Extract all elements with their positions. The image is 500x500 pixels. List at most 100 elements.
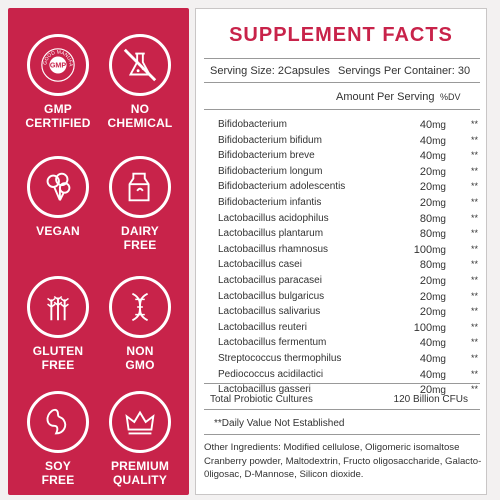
amount-value: 100 (413, 243, 433, 256)
divider (204, 409, 480, 410)
badge-label: FREE (123, 238, 157, 252)
ingredient-name: Lactobacillus rhamnosus (218, 243, 329, 255)
ingredient-amount: 40mg (420, 353, 446, 365)
badge-no-chemical: NO CHEMICAL (100, 34, 180, 130)
amount-value: 20 (419, 181, 433, 194)
ingredient-row: Bifidobacterium breve 40mg ** (218, 150, 478, 166)
amount-unit: mg (432, 120, 446, 131)
badge-premium-quality: PREMIUM QUALITY (100, 391, 180, 487)
amount-value: 40 (419, 119, 433, 131)
amount-unit: mg (432, 307, 446, 319)
badge-soy-free: SOY FREE (18, 391, 98, 487)
amount-value: 20 (419, 290, 433, 303)
amount-value: 80 (419, 212, 433, 225)
ingredient-amount: 100mg (414, 244, 446, 256)
ingredient-name: Lactobacillus casei (218, 259, 302, 271)
total-cultures-row: Total Probiotic Cultures 120 Billion CFU… (210, 394, 482, 405)
ingredient-row: Bifidobacterium longum 20mg ** (218, 166, 478, 182)
ingredient-dv: ** (470, 337, 478, 348)
ingredient-name: Lactobacillus fermentum (218, 337, 327, 349)
amount-unit: mg (432, 182, 446, 194)
amount-unit: mg (432, 385, 446, 397)
ingredient-dv: ** (470, 228, 478, 239)
ingredient-name: Lactobacillus paracasei (218, 274, 322, 286)
ingredient-name: Pediococcus acidilactici (218, 368, 324, 380)
svg-text:GMP: GMP (50, 61, 66, 69)
badge-label: GLUTEN (32, 344, 84, 358)
ingredient-amount: 80mg (420, 259, 446, 271)
amount-value: 80 (419, 259, 433, 272)
ingredient-amount: 100mg (414, 322, 446, 334)
ingredient-row: Lactobacillus salivarius 20mg ** (218, 306, 478, 322)
ingredient-row: Bifidobacterium 40mg ** (218, 119, 478, 135)
ingredient-row: Lactobacillus fermentum 40mg ** (218, 337, 478, 353)
ingredient-list: Bifidobacterium 40mg ** Bifidobacterium bif… (218, 119, 478, 400)
badge-label: DAIRY (121, 224, 159, 238)
other-ingredients: Other Ingredients: Modified cellulose, O… (204, 442, 482, 480)
badge-gluten-free: GLUTEN FREE (18, 276, 98, 372)
badge-label: GMP (44, 102, 72, 116)
amount-value: 40 (419, 368, 433, 381)
ingredient-name: Bifidobacterium (218, 119, 287, 130)
amount-unit: mg (432, 213, 446, 225)
dna-icon (109, 276, 171, 338)
amount-value: 20 (419, 274, 433, 287)
ingredient-amount: 20mg (420, 197, 446, 209)
ingredient-name: Lactobacillus gasseri (218, 384, 311, 396)
ingredient-name: Lactobacillus bulgaricus (218, 290, 325, 302)
amount-unit: mg (432, 322, 446, 334)
ingredient-row: Lactobacillus gasseri 20mg ** (218, 384, 478, 400)
ingredient-amount: 80mg (420, 213, 446, 225)
serving-size: Serving Size: 2Capsules (210, 65, 330, 77)
servings-per-container: Servings Per Container: 30 (338, 65, 471, 77)
amount-value: 40 (419, 150, 433, 163)
facts-title: SUPPLEMENT FACTS (229, 24, 453, 46)
badge-label: NO (130, 102, 150, 116)
total-value: 120 Billion CFUs (393, 394, 468, 405)
ingredient-dv: ** (470, 384, 478, 395)
ingredient-name: Bifidobacterium breve (218, 150, 315, 162)
serving-info: Serving Size: 2Capsules Servings Per Con… (210, 65, 478, 77)
badges-panel: GOOD MANUFACTURING PRACTICE GMP GMPCERTI… (8, 8, 189, 495)
amount-value: 20 (419, 384, 433, 397)
total-label: Total Probiotic Cultures (210, 394, 313, 405)
amount-unit: mg (432, 135, 446, 147)
ingredient-dv: ** (470, 321, 478, 332)
ingredient-dv: ** (470, 165, 478, 176)
ingredient-row: Lactobacillus acidophilus 80mg ** (218, 213, 478, 229)
amount-value: 40 (419, 352, 433, 365)
divider (204, 109, 480, 110)
ingredient-row: Lactobacillus paracasei 20mg ** (218, 275, 478, 291)
badge-label: QUALITY (112, 473, 168, 487)
ingredient-name: Lactobacillus reuteri (218, 321, 307, 333)
supplement-facts-panel: SUPPLEMENT FACTS Serving Size: 2Capsules… (195, 8, 487, 495)
ingredient-name: Bifidobacterium longum (218, 165, 323, 177)
badge-label: PREMIUM (110, 459, 170, 473)
ingredient-row: Lactobacillus bulgaricus 20mg ** (218, 291, 478, 307)
amount-unit: mg (432, 229, 446, 241)
badge-vegan: VEGAN (18, 156, 98, 238)
ingredient-name: Bifidobacterium adolescentis (218, 181, 346, 193)
dv-header: %DV (440, 92, 461, 102)
amount-value: 40 (419, 134, 433, 147)
ingredient-dv: ** (470, 134, 478, 145)
ingredient-amount: 40mg (420, 337, 446, 349)
ingredient-name: Bifidobacterium bifidum (218, 134, 322, 146)
amount-unit: mg (432, 260, 446, 272)
amount-unit: mg (432, 197, 446, 209)
soybean-icon (27, 391, 89, 453)
badge-label: CERTIFIED (25, 116, 91, 130)
ingredient-name: Lactobacillus salivarius (218, 306, 321, 318)
badge-label: NON (126, 344, 154, 358)
badge-label: SOY (45, 459, 71, 473)
ingredient-row: Lactobacillus casei 80mg ** (218, 259, 478, 275)
badge-label: VEGAN (36, 224, 80, 238)
ingredient-dv: ** (470, 290, 478, 301)
ingredient-dv: ** (470, 274, 478, 285)
ingredient-name: Bifidobacterium infantis (218, 196, 322, 208)
ingredient-dv: ** (470, 119, 478, 129)
badge-gmp-certified: GOOD MANUFACTURING PRACTICE GMP GMPCERTI… (18, 34, 98, 130)
divider (204, 82, 480, 83)
amount-unit: mg (432, 291, 446, 303)
ingredient-row: Bifidobacterium infantis 20mg ** (218, 197, 478, 213)
